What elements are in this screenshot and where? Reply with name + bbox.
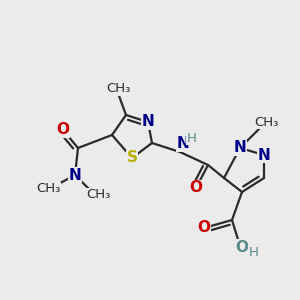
Text: N: N [258, 148, 270, 163]
Text: H: H [187, 131, 197, 145]
Text: CH₃: CH₃ [86, 188, 110, 202]
Text: O: O [190, 181, 202, 196]
Text: N: N [234, 140, 246, 155]
Text: O: O [56, 122, 70, 137]
Text: N: N [177, 136, 189, 152]
Text: O: O [236, 239, 248, 254]
Text: CH₃: CH₃ [106, 82, 130, 95]
Text: S: S [127, 151, 137, 166]
Text: N: N [69, 167, 81, 182]
Text: O: O [197, 220, 211, 236]
Text: N: N [142, 115, 154, 130]
Text: CH₃: CH₃ [36, 182, 60, 196]
Text: CH₃: CH₃ [254, 116, 278, 128]
Text: H: H [249, 245, 259, 259]
